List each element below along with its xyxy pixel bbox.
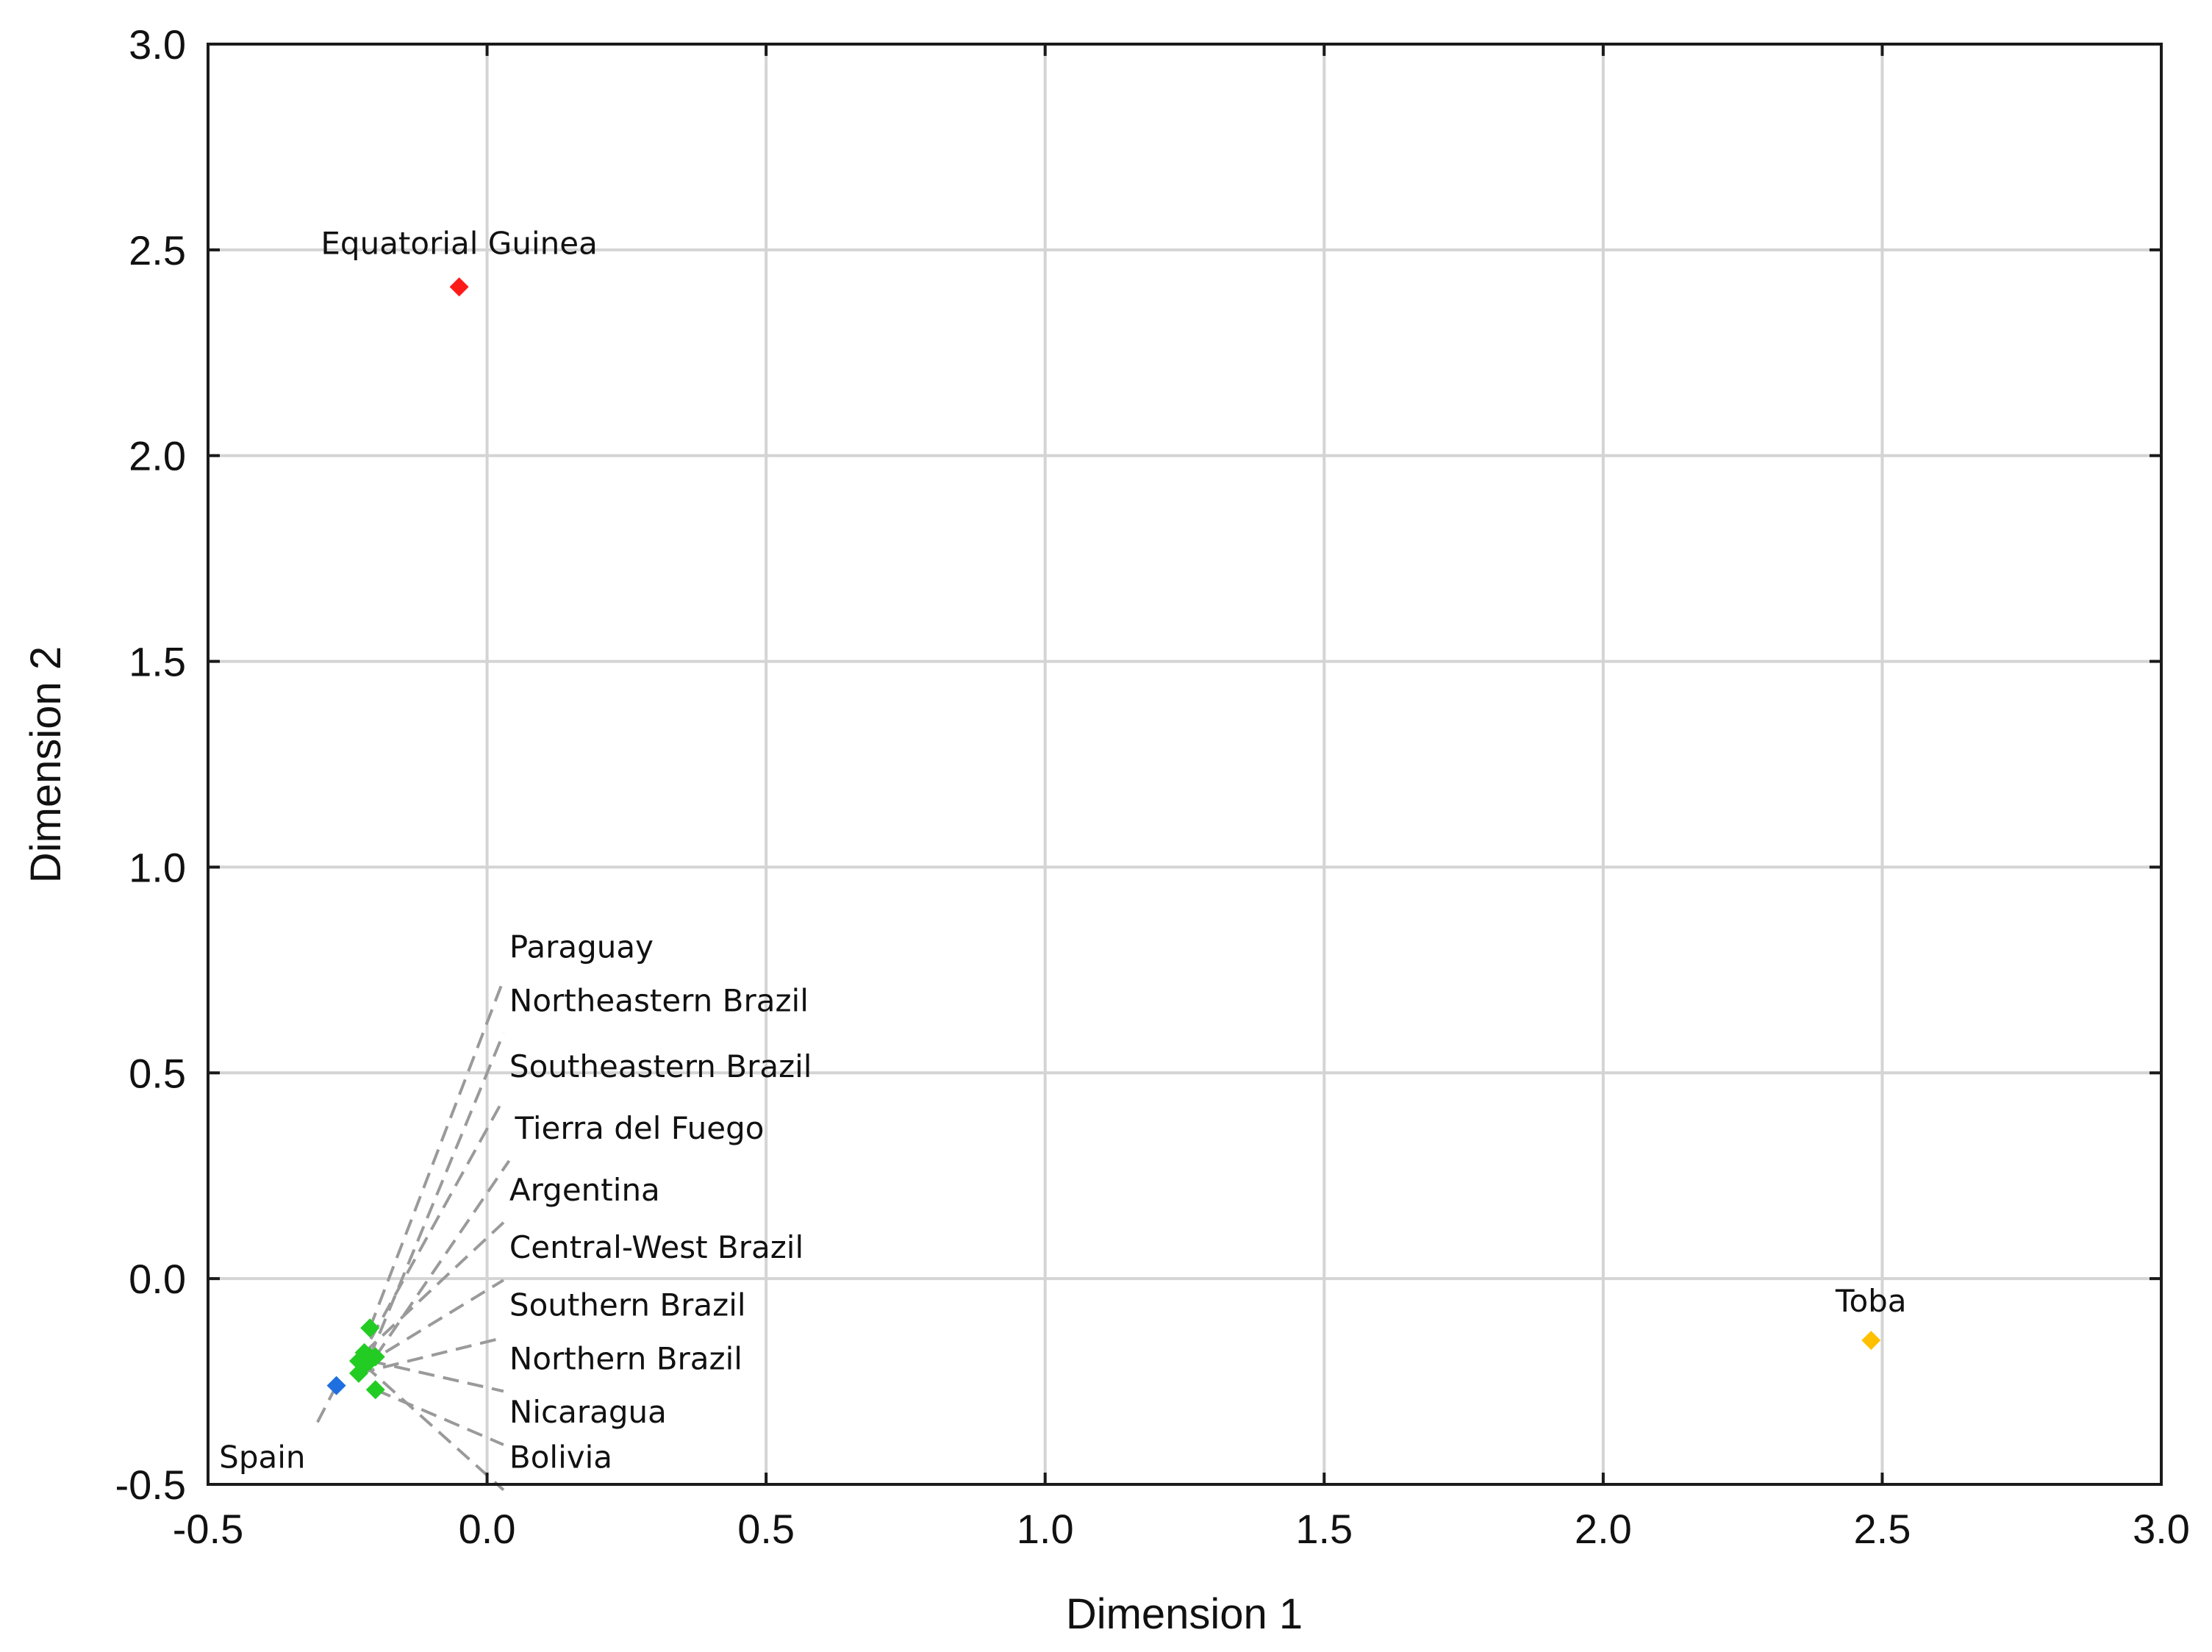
- leader-line-central-west-brazil: [363, 1279, 504, 1367]
- point-label-argentina: Argentina: [509, 1172, 660, 1208]
- y-tick-label: 2.0: [129, 433, 186, 479]
- point-spain: [326, 1376, 346, 1395]
- y-tick-label: 2.5: [129, 227, 186, 273]
- point-nicaragua: [365, 1380, 385, 1400]
- leader-line-tierra-del-fuego: [374, 1159, 511, 1358]
- point-toba: [1861, 1331, 1881, 1351]
- point-label-northeastern-brazil: Northeastern Brazil: [509, 982, 809, 1018]
- x-tick-label: -0.5: [173, 1506, 244, 1552]
- x-tick-label: 0.5: [737, 1506, 795, 1552]
- data-points: [326, 277, 1881, 1400]
- point-label-bolivia: Bolivia: [509, 1440, 612, 1476]
- y-axis-title: Dimension 2: [22, 646, 70, 883]
- y-tick-label: 0.5: [129, 1050, 186, 1096]
- point-label-paraguay: Paraguay: [509, 929, 654, 965]
- grid-lines: [208, 44, 2161, 1484]
- x-tick-label: 2.0: [1575, 1506, 1632, 1552]
- leader-line-northern-brazil: [369, 1359, 504, 1393]
- y-tick-label: 1.0: [129, 844, 186, 890]
- leader-lines: [313, 979, 511, 1492]
- point-paraguay: [360, 1318, 380, 1338]
- tick-labels: -0.5 0.0 0.5 1.0 1.5 2.0 2.5 3.0 -0.5 0.0 0.5 1.0 1.…: [115, 21, 2190, 1552]
- point-label-toba: Toba: [1835, 1283, 1907, 1319]
- point-label-central-west-brazil: Central-West Brazil: [509, 1229, 803, 1265]
- leader-line-bolivia: [363, 1364, 505, 1492]
- point-labels: Equatorial Guinea Toba Spain Paraguay Northe…: [219, 225, 1906, 1475]
- x-tick-label: 1.0: [1017, 1506, 1074, 1552]
- leader-line-southeastern-brazil: [357, 1098, 505, 1362]
- point-label-spain: Spain: [219, 1440, 305, 1476]
- point-label-nicaragua: Nicaragua: [509, 1394, 667, 1430]
- y-tick-label: -0.5: [115, 1462, 187, 1508]
- x-tick-label: 2.5: [1853, 1506, 1911, 1552]
- point-label-tierra-del-fuego: Tierra del Fuego: [515, 1110, 765, 1146]
- y-tick-label: 3.0: [129, 21, 186, 68]
- point-label-northern-brazil: Northern Brazil: [509, 1340, 742, 1376]
- leader-line-paraguay: [368, 979, 505, 1329]
- x-tick-label: 0.0: [459, 1506, 516, 1552]
- point-label-equatorial-guinea: Equatorial Guinea: [321, 225, 597, 261]
- axis-ticks: [207, 43, 2163, 1486]
- leader-line-spain: [313, 1384, 338, 1428]
- x-tick-label: 1.5: [1295, 1506, 1353, 1552]
- point-bolivia: [354, 1355, 374, 1375]
- point-label-southeastern-brazil: Southeastern Brazil: [509, 1048, 812, 1084]
- point-equatorial-guinea: [449, 277, 469, 297]
- leader-line-argentina: [363, 1221, 505, 1354]
- leader-line-nicaragua: [374, 1388, 504, 1446]
- y-tick-label: 1.5: [129, 639, 186, 685]
- x-axis-title: Dimension 1: [1066, 1590, 1303, 1638]
- plot-frame: [207, 43, 2163, 1486]
- point-label-southern-brazil: Southern Brazil: [509, 1287, 746, 1323]
- x-tick-label: 3.0: [2133, 1506, 2190, 1552]
- leader-line-northeastern-brazil: [368, 1032, 505, 1358]
- y-tick-label: 0.0: [129, 1256, 186, 1302]
